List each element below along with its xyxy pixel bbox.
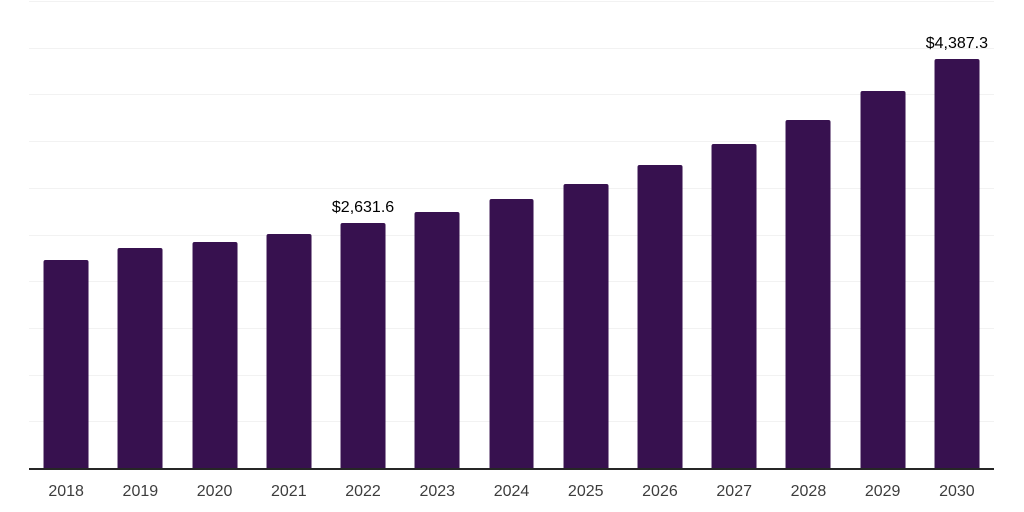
- bar-2019: [117, 247, 163, 469]
- x-axis-label-2026: 2026: [642, 483, 678, 500]
- gridline: [29, 1, 994, 2]
- x-axis-label-2030: 2030: [939, 483, 975, 500]
- x-axis-label-2019: 2019: [122, 483, 159, 500]
- data-label-2030: $4,387.3: [925, 35, 989, 53]
- bar-2029: [860, 91, 906, 469]
- bar-2025: [563, 183, 609, 469]
- bar-2027: [711, 144, 757, 469]
- x-axis-label-2023: 2023: [419, 483, 456, 500]
- x-axis-label-2029: 2029: [864, 483, 901, 500]
- gridline: [29, 141, 994, 143]
- x-axis-label-2024: 2024: [493, 483, 530, 500]
- gridline: [29, 187, 994, 189]
- gridline: [29, 47, 994, 49]
- bar-2022: [340, 223, 386, 469]
- x-axis-label-2020: 2020: [196, 483, 233, 500]
- x-axis: 2018 2019 2020 2021 2022 2023 2024 2025 2026 2027…: [29, 484, 994, 506]
- bar-2021: [266, 233, 312, 469]
- bar-2024: [489, 198, 534, 469]
- x-axis-label-2025: 2025: [567, 483, 604, 500]
- x-axis-label-2022: 2022: [345, 483, 381, 500]
- bar-2020: [192, 242, 238, 469]
- bar-2026: [637, 165, 683, 469]
- x-axis-label-2021: 2021: [271, 483, 307, 500]
- bar-2030: [934, 59, 980, 469]
- x-axis-label-2027: 2027: [716, 483, 752, 500]
- x-axis-label-2018: 2018: [48, 483, 84, 500]
- data-label-2022: $2,631.6: [331, 199, 395, 217]
- plot-area: $2,631.6 $4,387.3: [29, 1, 994, 469]
- x-axis-line: [29, 468, 994, 470]
- x-axis-label-2028: 2028: [790, 483, 827, 500]
- gridline: [29, 94, 994, 96]
- bar-2023: [414, 212, 460, 469]
- bar-2018: [43, 260, 89, 469]
- bar-2028: [785, 120, 831, 469]
